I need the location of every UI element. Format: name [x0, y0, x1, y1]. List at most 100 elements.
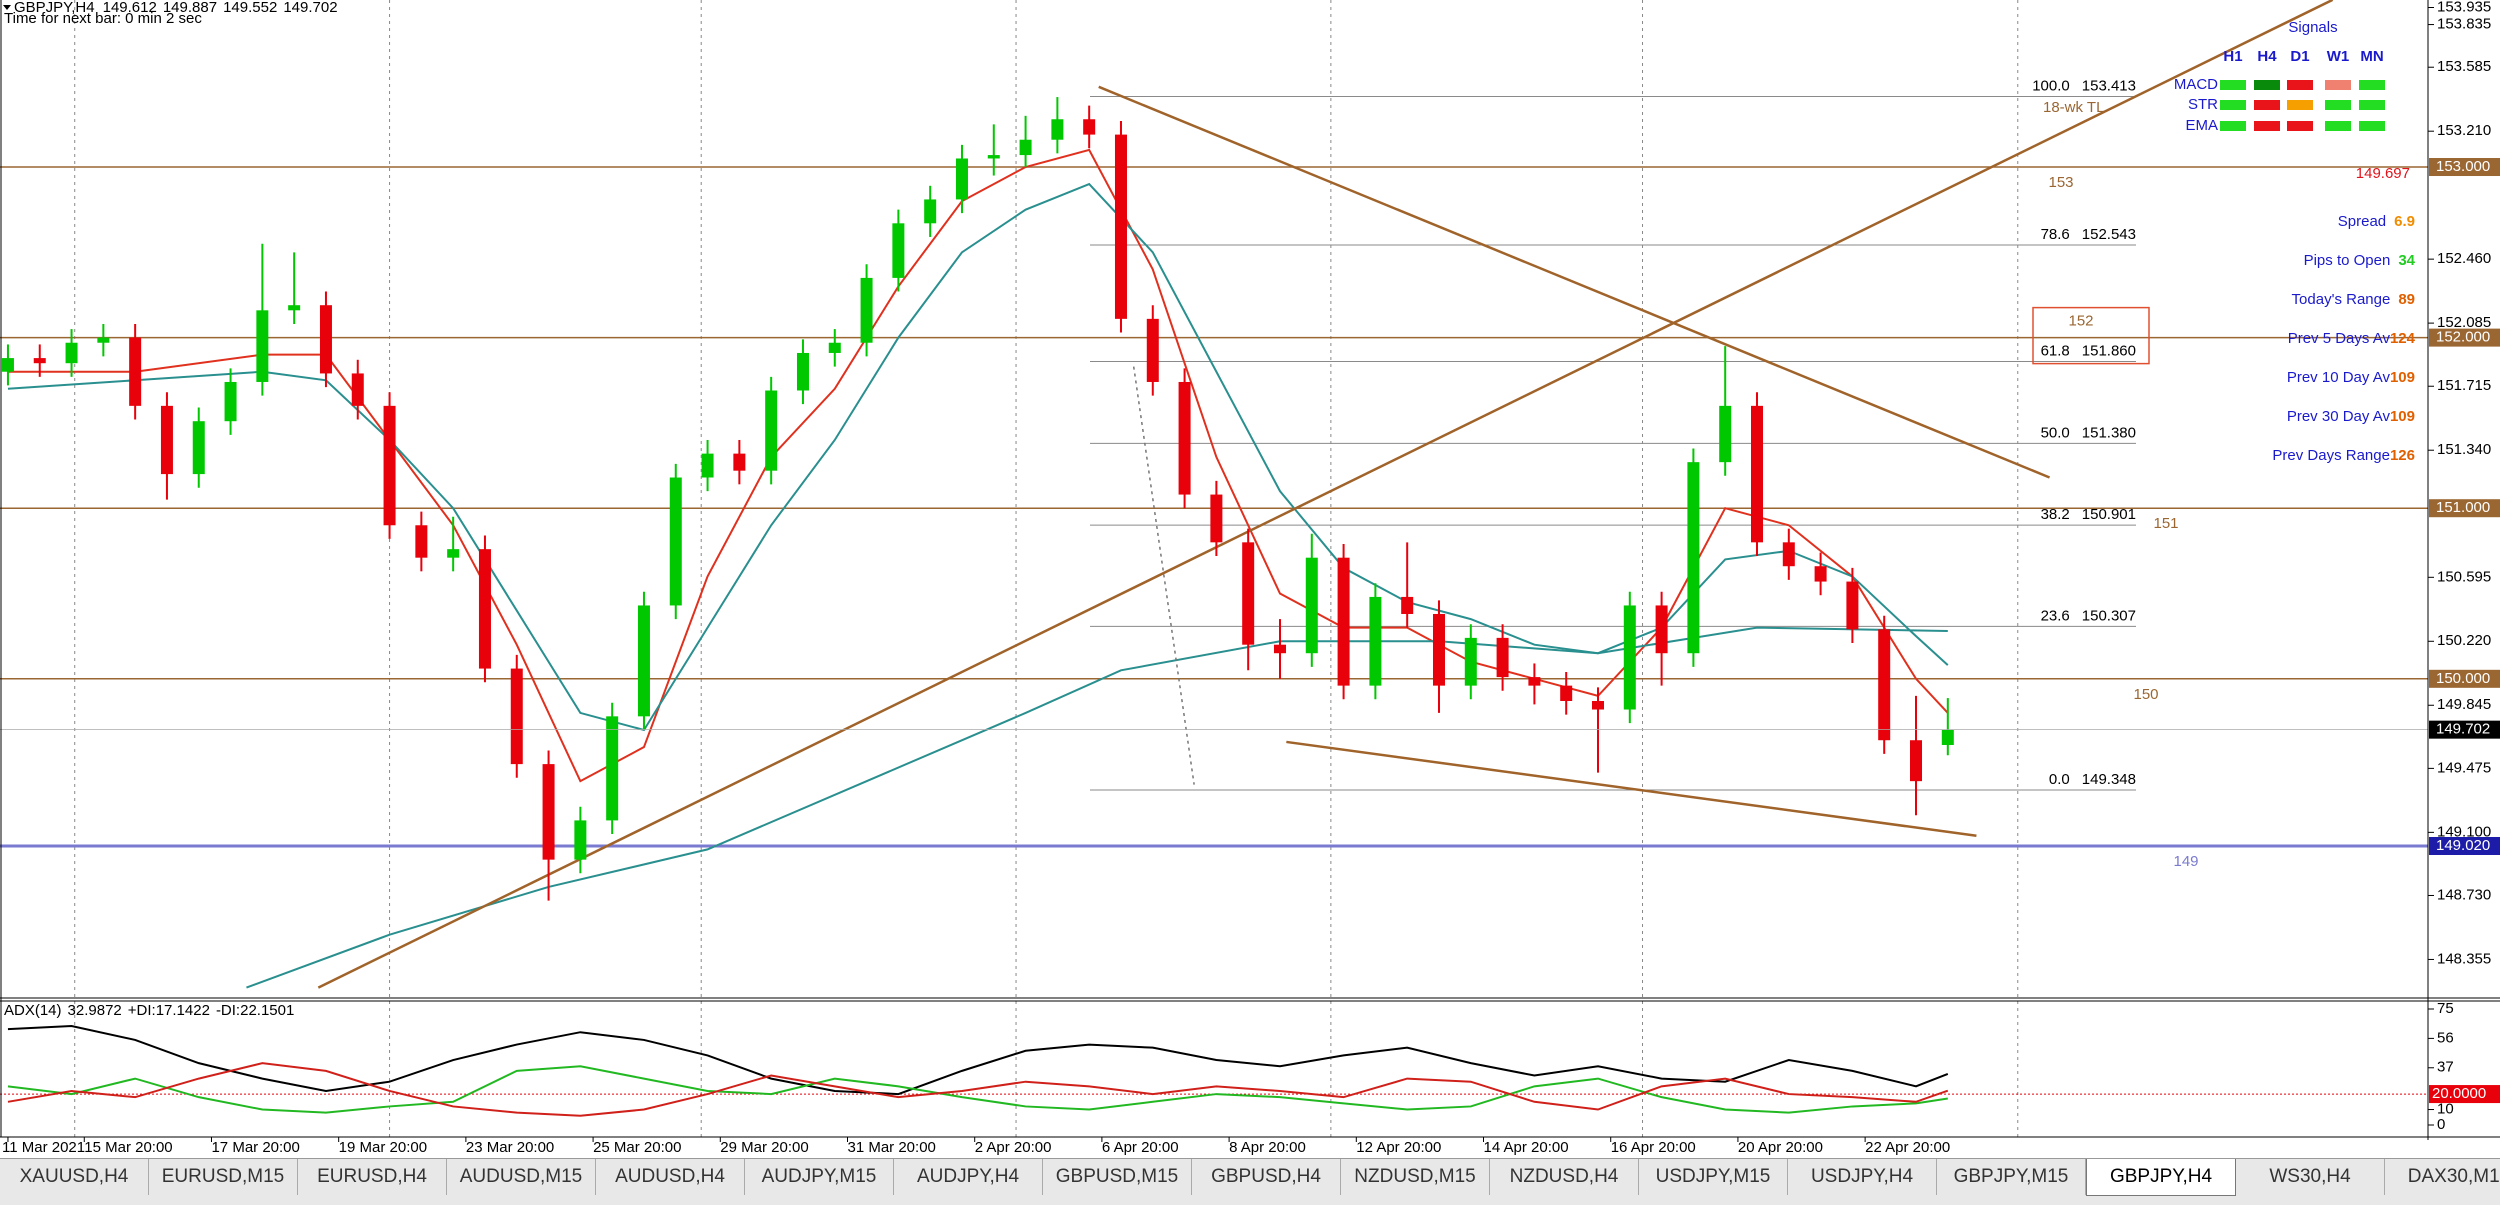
- tab[interactable]: WS30,H4: [2236, 1159, 2385, 1195]
- x-tick-label: 6 Apr 20:00: [1102, 1139, 1179, 1156]
- candle-body: [1719, 405, 1732, 463]
- candle-body: [1432, 613, 1445, 686]
- y-tick-label: 149.475: [2437, 759, 2491, 776]
- fib-ratio: 23.6: [2041, 607, 2070, 624]
- level-label: 153: [2048, 174, 2073, 191]
- info-label: Spread: [2338, 213, 2386, 230]
- signal-cell: [2359, 80, 2385, 90]
- x-tick-label: 8 Apr 20:00: [1229, 1139, 1306, 1156]
- candle-body: [447, 549, 460, 558]
- indicator-line: [7, 1062, 1949, 1117]
- signal-row: MACD: [2174, 76, 2218, 93]
- adx-value: 32.9872: [68, 1002, 122, 1019]
- tab[interactable]: GBPUSD,H4: [1192, 1159, 1341, 1195]
- tab[interactable]: DAX30,M15: [2385, 1159, 2500, 1195]
- candle-body: [65, 342, 78, 364]
- candle-body: [1337, 557, 1350, 686]
- candle-body: [733, 453, 746, 471]
- tab[interactable]: AUDUSD,M15: [447, 1159, 596, 1195]
- level-box: [2032, 306, 2150, 365]
- x-tick-label: 25 Mar 20:00: [593, 1139, 681, 1156]
- tab[interactable]: USDJPY,M15: [1639, 1159, 1788, 1195]
- fib-label: 0.0 149.348: [2049, 771, 2136, 788]
- info-value: 109: [2390, 408, 2415, 425]
- candle-body: [1210, 494, 1223, 543]
- tab[interactable]: NZDUSD,M15: [1341, 1159, 1490, 1195]
- level-tag: 152.000: [2436, 329, 2490, 346]
- level-label: 149: [2173, 853, 2198, 870]
- signal-column: D1: [2290, 48, 2309, 65]
- level-tag: 151.000: [2436, 499, 2490, 516]
- candle-body: [256, 310, 269, 382]
- candle-body: [1623, 605, 1636, 710]
- tab[interactable]: GBPJPY,M15: [1937, 1159, 2086, 1195]
- signal-cell: [2359, 100, 2385, 110]
- bid-tag: 149.702: [2436, 721, 2490, 738]
- y-tick-label: 148.355: [2437, 950, 2491, 967]
- candle-body: [1464, 637, 1477, 686]
- tab[interactable]: NZDUSD,H4: [1490, 1159, 1639, 1195]
- level-label: 152: [2068, 313, 2093, 330]
- level-tag-bg: [2429, 158, 2500, 177]
- candle-body: [606, 716, 619, 821]
- tab[interactable]: AUDJPY,H4: [894, 1159, 1043, 1195]
- y-tick-label: 152.085: [2437, 314, 2491, 331]
- y-tick-label: 148.730: [2437, 886, 2491, 903]
- collapse-icon: [3, 5, 11, 10]
- candle-body: [510, 668, 523, 765]
- fib-ratio: 61.8: [2041, 342, 2070, 359]
- signal-column: W1: [2327, 48, 2350, 65]
- header-high: 149.887: [163, 0, 217, 16]
- signal-row: EMA: [2185, 117, 2218, 134]
- tab-bar: XAUUSD,H4 EURUSD,M15 EURUSD,H4 AUDUSD,M15 AU…: [0, 1158, 2500, 1205]
- candle-body: [160, 405, 173, 475]
- candle-body: [288, 305, 301, 311]
- tab[interactable]: EURUSD,H4: [298, 1159, 447, 1195]
- candle-body: [1751, 405, 1764, 543]
- tab[interactable]: USDJPY,H4: [1788, 1159, 1937, 1195]
- x-tick-label: 23 Mar 20:00: [466, 1139, 554, 1156]
- candle-body: [1591, 700, 1604, 710]
- info-line: Prev 30 Day Av109: [2287, 408, 2415, 425]
- y-tick-label: 150.595: [2437, 568, 2491, 585]
- candle-body: [1814, 566, 1827, 582]
- header-low: 149.552: [223, 0, 277, 16]
- candle-body: [1560, 685, 1573, 701]
- candle-body: [1273, 644, 1286, 654]
- tab[interactable]: AUDJPY,M15: [745, 1159, 894, 1195]
- candle-body: [924, 199, 937, 224]
- level-label: 150: [2133, 686, 2158, 703]
- fib-ratio: 0.0: [2049, 771, 2070, 788]
- candle-body: [1910, 740, 1923, 782]
- signal-cell: [2254, 121, 2280, 131]
- candle-body: [224, 381, 237, 422]
- candle-body: [1878, 629, 1891, 741]
- x-tick-label: 12 Apr 20:00: [1356, 1139, 1441, 1156]
- x-tick-label: 22 Apr 20:00: [1865, 1139, 1950, 1156]
- signal-cell: [2287, 80, 2313, 90]
- candle-body: [1, 358, 14, 372]
- candle-body: [319, 305, 332, 374]
- fib-ratio: 50.0: [2041, 424, 2070, 441]
- chart: 153.935 153.585 153.210 153.835 152.460 152.0…: [0, 0, 2500, 1156]
- x-tick-label: 14 Apr 20:00: [1484, 1139, 1569, 1156]
- candle-body: [415, 525, 428, 558]
- candle-body: [1083, 119, 1096, 135]
- candle-body: [1019, 139, 1032, 156]
- annotation: 18-wk TL: [2043, 99, 2104, 116]
- tab[interactable]: XAUUSD,H4: [0, 1159, 149, 1195]
- y-tick-label: 151.340: [2437, 441, 2491, 458]
- x-tick-label: 29 Mar 20:00: [720, 1139, 808, 1156]
- signal-column: H4: [2257, 48, 2277, 65]
- candle-body: [33, 358, 46, 364]
- info-label: Prev 5 Days Av: [2288, 330, 2391, 347]
- info-line: Spread 6.9: [2338, 213, 2415, 230]
- y-tick-label: 75: [2437, 1000, 2454, 1017]
- header-close: 149.702: [283, 0, 337, 16]
- tab[interactable]: AUDUSD,H4: [596, 1159, 745, 1195]
- x-tick-label: 20 Apr 20:00: [1738, 1139, 1823, 1156]
- signal-cell: [2220, 80, 2246, 90]
- tab[interactable]: GBPUSD,M15: [1043, 1159, 1192, 1195]
- tab[interactable]: GBPJPY,H4: [2086, 1159, 2236, 1196]
- tab[interactable]: EURUSD,M15: [149, 1159, 298, 1195]
